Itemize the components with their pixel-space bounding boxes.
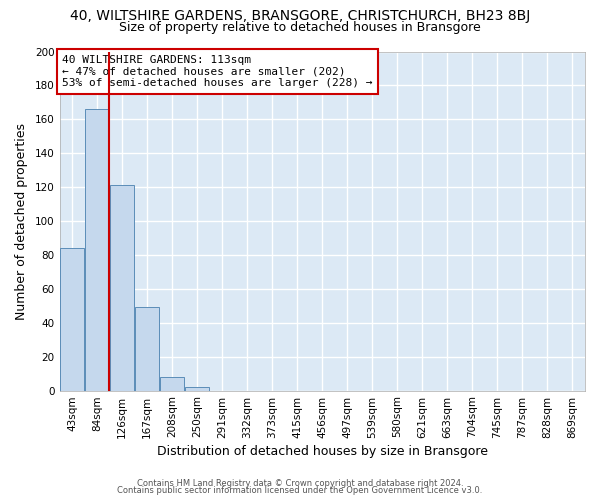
Bar [85,109,109,390]
X-axis label: Distribution of detached houses by size in Bransgore: Distribution of detached houses by size … [157,444,488,458]
Bar [185,387,209,390]
Y-axis label: Number of detached properties: Number of detached properties [15,122,28,320]
Text: Size of property relative to detached houses in Bransgore: Size of property relative to detached ho… [119,22,481,35]
Text: Contains public sector information licensed under the Open Government Licence v3: Contains public sector information licen… [118,486,482,495]
Text: 40, WILTSHIRE GARDENS, BRANSGORE, CHRISTCHURCH, BH23 8BJ: 40, WILTSHIRE GARDENS, BRANSGORE, CHRIST… [70,9,530,23]
Bar [135,308,159,390]
Text: Contains HM Land Registry data © Crown copyright and database right 2024.: Contains HM Land Registry data © Crown c… [137,478,463,488]
Bar [60,248,84,390]
Bar [160,377,184,390]
Text: 40 WILTSHIRE GARDENS: 113sqm
← 47% of detached houses are smaller (202)
53% of s: 40 WILTSHIRE GARDENS: 113sqm ← 47% of de… [62,55,373,88]
Bar [110,186,134,390]
